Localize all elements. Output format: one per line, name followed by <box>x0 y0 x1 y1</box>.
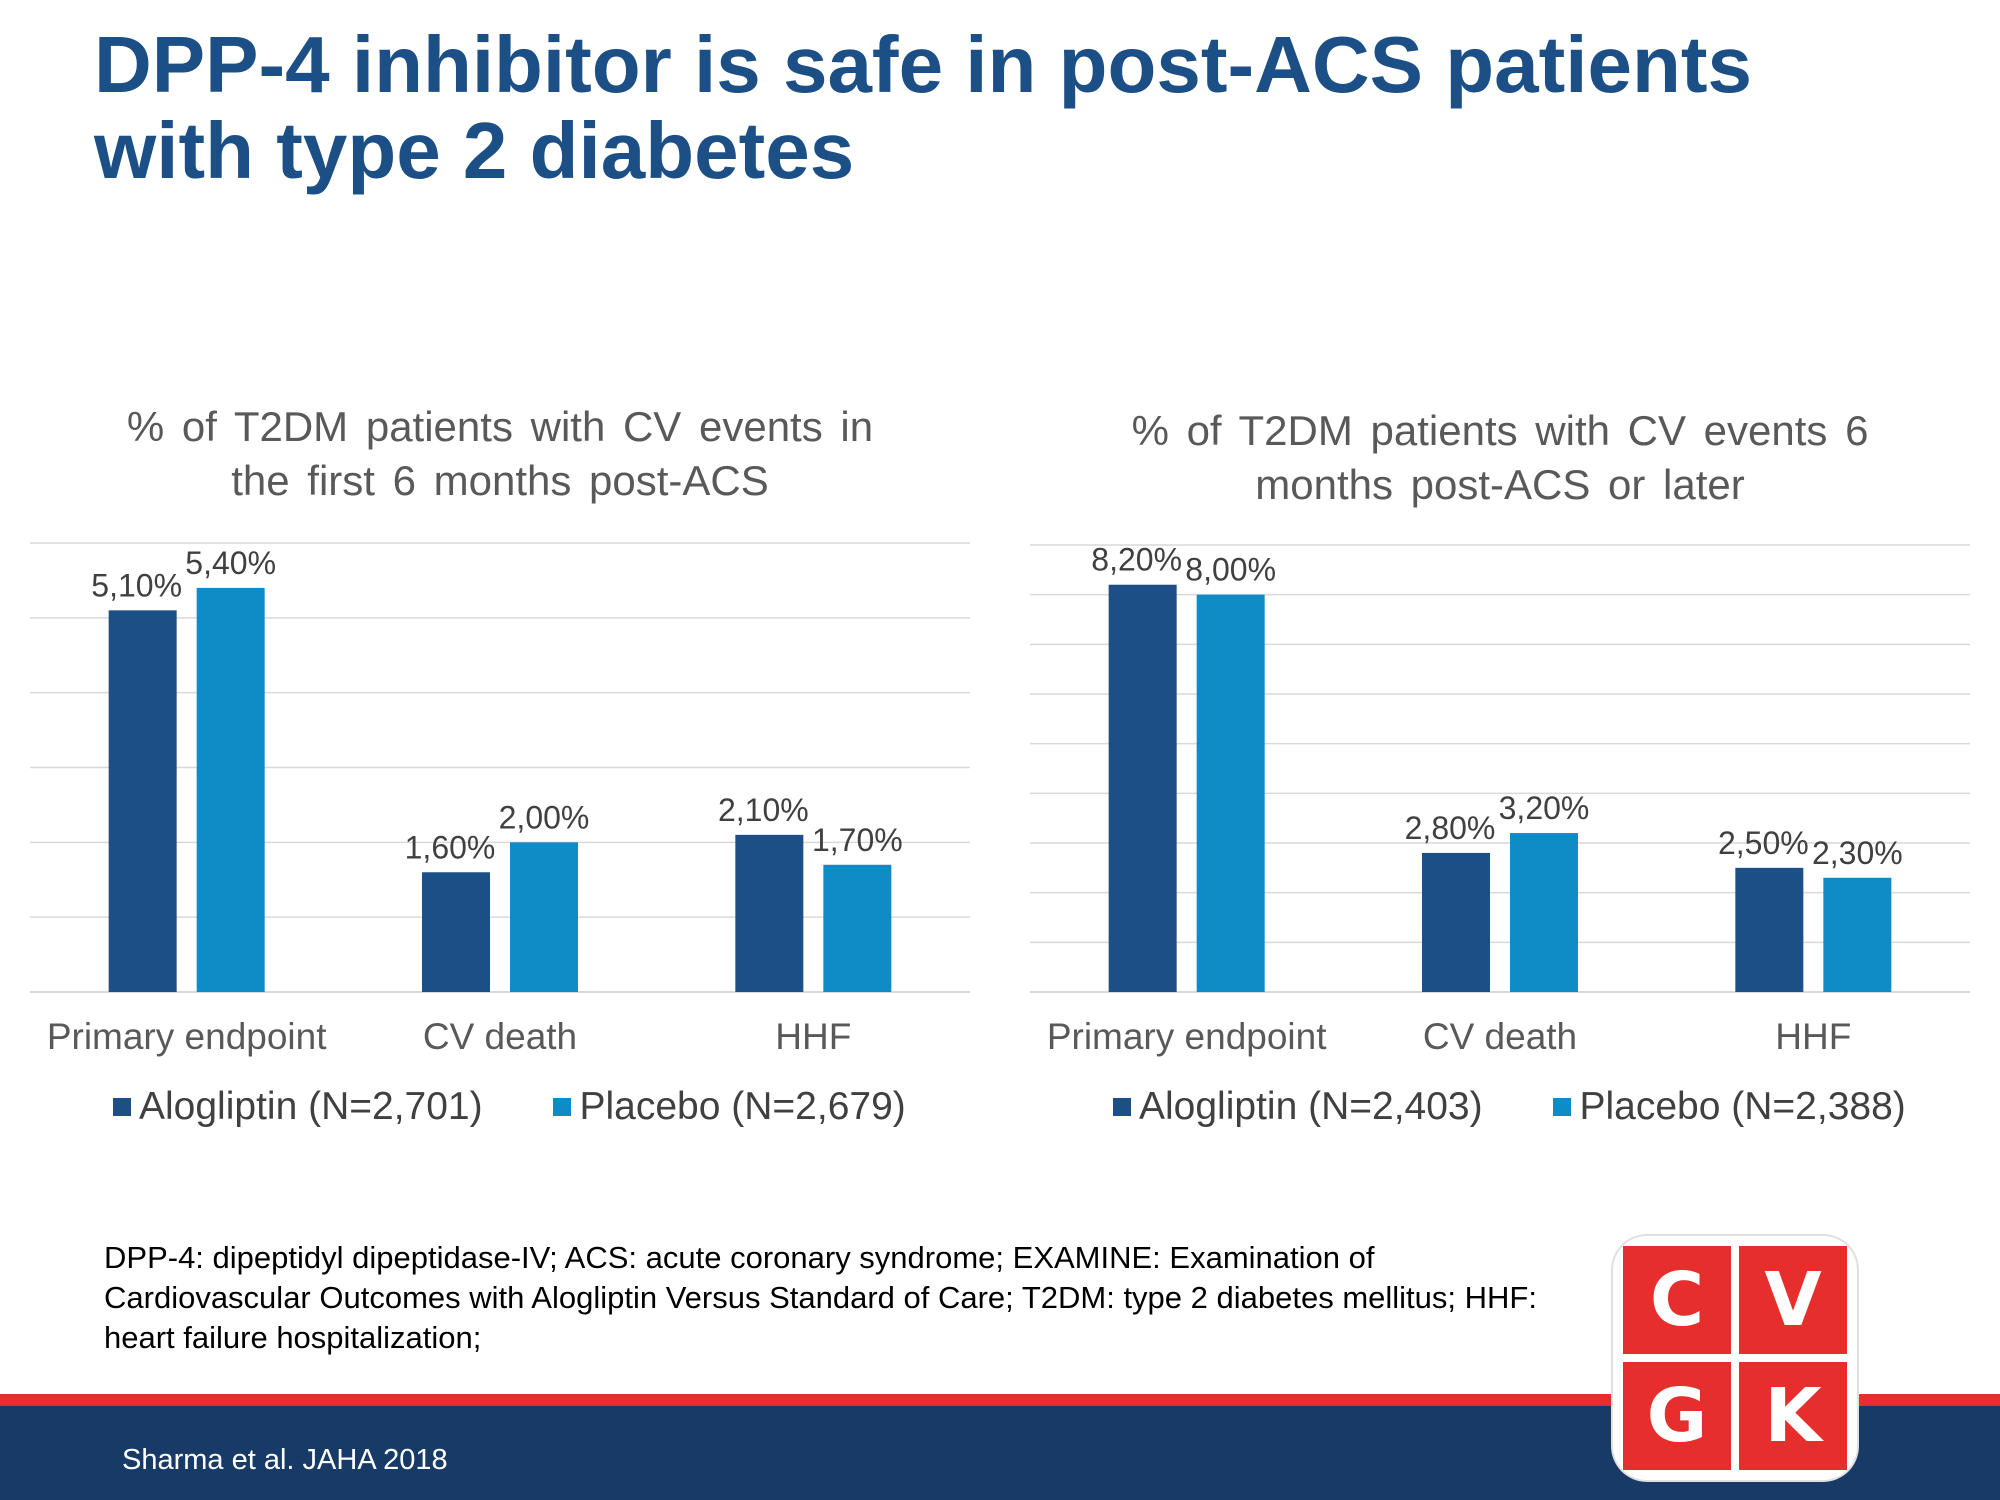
logo-letter-k: K <box>1739 1362 1847 1470</box>
legend-label: Placebo (N=2,679) <box>579 1085 906 1128</box>
legend-label: Alogliptin (N=2,403) <box>1139 1085 1483 1128</box>
data-label: 2,80% <box>1405 810 1496 846</box>
data-label: 2,00% <box>499 799 590 835</box>
logo-letter-c: C <box>1623 1246 1731 1354</box>
bar-placebo <box>196 587 265 992</box>
bar-placebo <box>1823 877 1892 992</box>
category-label: Primary endpoint <box>47 1016 327 1057</box>
citation: Sharma et al. JAHA 2018 <box>122 1444 448 1476</box>
legend-item-alogliptin: Alogliptin (N=2,701) <box>113 1085 483 1129</box>
data-label: 2,10% <box>718 792 809 828</box>
bar-placebo <box>1510 833 1578 992</box>
legend-item-placebo: Placebo (N=2,388) <box>1553 1085 1906 1129</box>
chart-2-legend: Alogliptin (N=2,403) Placebo (N=2,388) <box>1113 1082 1966 1129</box>
data-label: 5,40% <box>185 545 276 581</box>
bar-placebo <box>1196 594 1265 992</box>
legend-item-alogliptin: Alogliptin (N=2,403) <box>1113 1085 1483 1129</box>
data-label: 2,30% <box>1812 835 1903 871</box>
data-label: 3,20% <box>1499 790 1590 826</box>
slide-title: DPP-4 inhibitor is safe in post-ACS pati… <box>94 20 1752 195</box>
category-label: CV death <box>423 1016 577 1057</box>
bar-alogliptin <box>108 610 177 992</box>
chart-1-title: % of T2DM patients with CV events in the… <box>126 403 874 504</box>
data-label: 1,60% <box>405 829 496 865</box>
data-label: 5,10% <box>91 567 182 603</box>
bar-alogliptin <box>422 872 490 992</box>
logo-letter-v: V <box>1739 1246 1847 1354</box>
category-label: HHF <box>1775 1016 1851 1057</box>
legend-swatch-placebo <box>1553 1098 1572 1116</box>
category-label: CV death <box>1423 1016 1577 1057</box>
legend-swatch-alogliptin <box>113 1098 131 1116</box>
legend-swatch-alogliptin <box>1113 1098 1131 1116</box>
chart-1-legend: Alogliptin (N=2,701) Placebo (N=2,679) <box>113 1082 966 1129</box>
bar-alogliptin <box>1108 584 1177 992</box>
cvgk-logo: C V G K <box>1613 1236 1857 1480</box>
legend-item-placebo: Placebo (N=2,679) <box>553 1085 906 1129</box>
category-label: Primary endpoint <box>1047 1016 1327 1057</box>
bar-alogliptin <box>735 834 804 992</box>
category-label: HHF <box>775 1016 851 1057</box>
bar-alogliptin <box>1735 867 1804 992</box>
footnote: DPP-4: dipeptidyl dipeptidase-IV; ACS: a… <box>104 1240 1537 1355</box>
legend-label: Placebo (N=2,388) <box>1579 1085 1906 1128</box>
chart-2-title: % of T2DM patients with CV events 6 mont… <box>1131 407 1869 508</box>
bar-placebo <box>510 842 578 992</box>
data-label: 1,70% <box>812 822 903 858</box>
data-label: 8,20% <box>1091 542 1182 578</box>
data-label: 8,00% <box>1185 552 1276 588</box>
data-label: 2,50% <box>1718 825 1809 861</box>
bar-alogliptin <box>1422 852 1490 992</box>
bar-placebo <box>823 864 892 992</box>
legend-label: Alogliptin (N=2,701) <box>139 1085 483 1128</box>
charts-svg: 5,10%5,40% Primary endpoint 1,60%2,00% CV d… <box>30 542 1970 1057</box>
logo-letter-g: G <box>1623 1362 1731 1470</box>
legend-swatch-placebo <box>553 1098 572 1116</box>
